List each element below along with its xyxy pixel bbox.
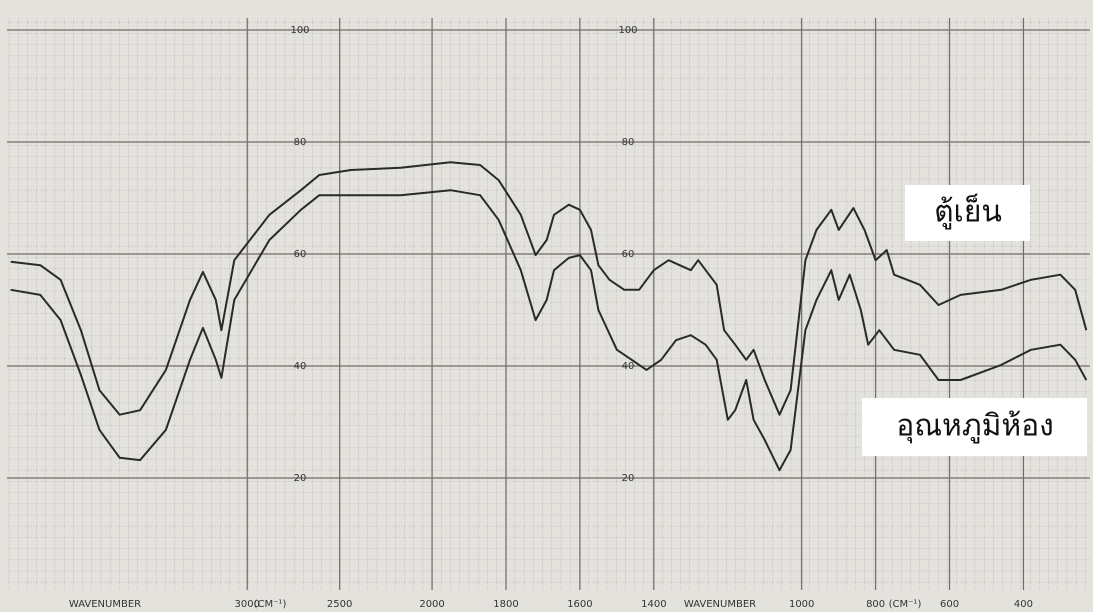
x-tick-label: 2000 [419,599,444,610]
x-tick-label: 400 [1014,599,1033,610]
grid-layer [7,18,1090,590]
x-tick-label: 1800 [493,599,518,610]
y-tick-label: 100 [618,25,637,36]
x-tick-label: 1600 [567,599,592,610]
spectrum-line [10,189,1088,472]
series-label: ตู้เย็น [934,193,1002,230]
x-tick-label: 1400 [641,599,666,610]
y-tick-label: 80 [622,137,635,148]
spectrum-line [10,161,1088,416]
y-tick-label: 100 [290,25,309,36]
y-tick-label: 40 [294,361,307,372]
y-tick-label: 40 [622,361,635,372]
y-tick-label: 60 [294,249,307,260]
x-tick-label: 2500 [327,599,352,610]
x-axis-label: WAVENUMBER [684,599,756,610]
y-tick-label: 20 [294,473,307,484]
minor-grid [7,18,1090,590]
y-tick-label: 60 [622,249,635,260]
label-box [905,185,1030,241]
x-axis-unit: (CM⁻¹) [254,599,287,610]
label-box [862,398,1087,456]
x-axis-label: WAVENUMBER [69,599,141,610]
x-tick-label: 3000 [235,599,260,610]
x-tick-label: 800 [866,599,885,610]
y-tick-label: 20 [622,473,635,484]
x-axis-unit: (CM⁻¹) [889,599,922,610]
x-tick-label: 1000 [789,599,814,610]
y-tick-label: 80 [294,137,307,148]
x-tick-label: 600 [940,599,959,610]
series-label: อุณหภูมิห้อง [896,409,1054,445]
